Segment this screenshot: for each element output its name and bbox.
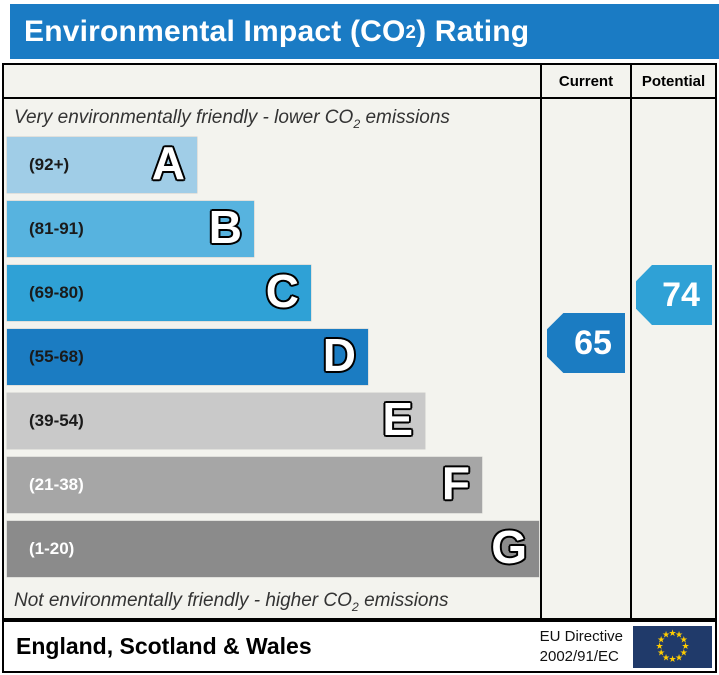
eu-flag-field [633, 625, 712, 668]
top-note-text: Very environmentally friendly - lower CO [14, 107, 354, 128]
eu-flag-star: ★ [680, 648, 688, 658]
band-range-label: (92+) [29, 155, 70, 174]
eu-flag-star: ★ [675, 630, 683, 640]
top-note-suffix: emissions [360, 107, 450, 128]
potential-rating-arrow: 74 [636, 265, 712, 325]
band-row-E: (39-54) E [7, 393, 540, 449]
band-range-label: (55-68) [29, 347, 84, 366]
ratings-body: Very environmentally friendly - lower CO… [4, 99, 540, 618]
band-letter: E [382, 393, 413, 446]
bottom-note-suffix: emissions [358, 590, 449, 611]
eu-flag-star: ★ [681, 642, 689, 652]
band-row-A: (92+) A [7, 137, 540, 193]
footer-region-label: England, Scotland & Wales [16, 633, 312, 659]
eu-directive-line2: 2002/91/EC [539, 647, 619, 665]
band-range-label: (21-38) [29, 475, 84, 494]
current-rating-value: 65 [574, 323, 612, 362]
page-title: Environmental Impact (CO 2) Rating [10, 4, 719, 59]
bands-container: (92+) A (81-91) B (69-80) C (55-68) D (3… [7, 137, 540, 585]
potential-column: Potential 74 [630, 65, 715, 618]
band-letter: C [265, 265, 299, 318]
co2-subscript: 2 [351, 599, 359, 614]
potential-body: 74 [632, 99, 715, 618]
band-letter: G [491, 521, 527, 574]
page-title-suffix: ) Rating [416, 14, 530, 48]
rating-table: Very environmentally friendly - lower CO… [2, 63, 717, 620]
eu-flag-star: ★ [662, 630, 670, 640]
band-bar: (55-68) D [7, 329, 368, 385]
band-bar: (1-20) G [7, 521, 539, 577]
ratings-header-cell [4, 65, 540, 99]
band-row-D: (55-68) D [7, 329, 540, 385]
eu-flag-star: ★ [655, 642, 663, 652]
band-bar: (39-54) E [7, 393, 425, 449]
band-range-label: (81-91) [29, 219, 84, 238]
band-range-label: (69-80) [29, 283, 84, 302]
eu-flag-star: ★ [675, 653, 683, 663]
band-row-B: (81-91) B [7, 201, 540, 257]
band-bar: (92+) A [7, 137, 197, 193]
eu-flag-star: ★ [680, 635, 688, 645]
eu-directive-label: EU Directive 2002/91/EC [540, 627, 623, 667]
eu-flag-star: ★ [657, 648, 665, 658]
current-column: Current 65 [540, 65, 630, 618]
eu-directive-line1: EU Directive [539, 627, 623, 645]
current-header: Current [542, 65, 630, 99]
potential-header: Potential [632, 65, 715, 99]
band-row-C: (69-80) C [7, 265, 540, 321]
current-rating-arrow: 65 [547, 313, 625, 373]
band-letter: A [151, 137, 185, 190]
eu-flag-star: ★ [662, 653, 670, 663]
band-bar: (21-38) F [7, 457, 482, 513]
eu-flag-star: ★ [668, 629, 676, 639]
band-range-label: (39-54) [29, 411, 84, 430]
band-letter: D [322, 329, 356, 382]
band-row-G: (1-20) G [7, 521, 540, 577]
footer: England, Scotland & Wales EU Directive 2… [2, 620, 717, 673]
band-bar: (69-80) C [7, 265, 311, 321]
eu-flag-star: ★ [657, 635, 665, 645]
co2-subscript: 2 [353, 116, 361, 131]
page-title-text: Environmental Impact (CO [24, 14, 406, 48]
eu-flag-icon: ★★★★★★★★★★★★ [633, 625, 712, 668]
top-note: Very environmentally friendly - lower CO… [14, 107, 450, 131]
band-range-label: (1-20) [29, 539, 75, 558]
band-bar: (81-91) B [7, 201, 254, 257]
eu-flag-star: ★ [668, 655, 676, 665]
band-letter: F [441, 457, 470, 510]
bottom-note-text: Not environmentally friendly - higher CO [14, 590, 352, 611]
band-letter: B [208, 201, 242, 254]
current-body: 65 [542, 99, 630, 618]
potential-rating-value: 74 [662, 275, 700, 314]
band-row-F: (21-38) F [7, 457, 540, 513]
bottom-note: Not environmentally friendly - higher CO… [14, 590, 449, 614]
ratings-column: Very environmentally friendly - lower CO… [4, 65, 540, 618]
